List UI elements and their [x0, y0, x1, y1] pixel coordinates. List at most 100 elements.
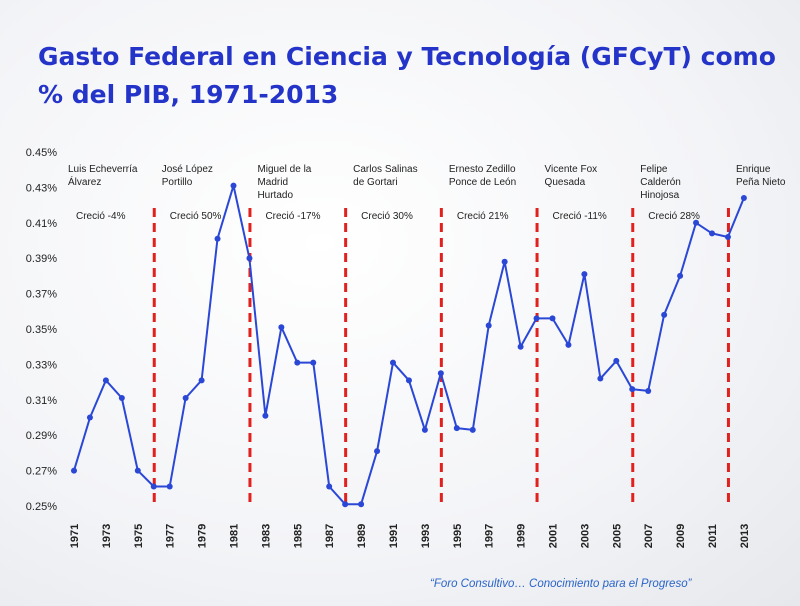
data-point [501, 258, 508, 265]
data-point [597, 375, 604, 382]
y-tick-label: 0.31% [26, 395, 57, 407]
y-tick-label: 0.43% [26, 182, 57, 194]
data-point [693, 219, 700, 226]
period-growth-label: Creció -17% [265, 211, 320, 222]
x-tick-label: 1973 [101, 524, 113, 548]
data-point [549, 315, 556, 322]
y-tick-label: 0.33% [26, 359, 57, 371]
period-name-label: Ponce de León [449, 177, 516, 188]
series-line [73, 184, 745, 506]
data-point [677, 272, 684, 279]
data-point [214, 235, 221, 242]
x-tick-label: 1985 [292, 524, 304, 548]
x-tick-label: 1981 [229, 524, 241, 548]
period-name-label: Portillo [162, 177, 193, 188]
data-point [166, 483, 173, 490]
data-point [358, 501, 365, 508]
data-point [118, 395, 125, 402]
period-name-label: Vicente Fox [545, 164, 598, 175]
data-point [262, 412, 269, 419]
data-point [71, 467, 77, 474]
y-tick-label: 0.27% [26, 466, 57, 478]
data-point [613, 357, 620, 364]
chart-title: Gasto Federal en Ciencia y Tecnología (G… [38, 38, 778, 114]
period-name-label: Calderón [640, 177, 681, 188]
x-tick-label: 1997 [484, 524, 496, 548]
period-growth-label: Creció 21% [457, 211, 509, 222]
y-tick-label: 0.39% [26, 253, 57, 265]
data-point [230, 182, 237, 189]
data-point [469, 426, 476, 433]
data-point [390, 359, 396, 366]
period-name-label: Hurtado [257, 190, 293, 201]
x-tick-label: 1987 [324, 524, 336, 548]
data-point [405, 377, 412, 384]
y-tick-label: 0.41% [26, 218, 57, 230]
data-point [565, 341, 572, 348]
x-tick-label: 1999 [516, 524, 528, 548]
x-tick-label: 2003 [579, 524, 591, 548]
data-point [198, 377, 205, 384]
x-tick-label: 1989 [356, 524, 368, 548]
y-tick-label: 0.45% [26, 147, 57, 159]
period-growth-label: Creció 50% [170, 211, 222, 222]
chart-title-line-2: % del PIB, 1971-2013 [38, 80, 339, 109]
data-point [740, 195, 747, 202]
data-point [485, 322, 492, 329]
data-point [581, 271, 588, 278]
data-point [102, 377, 109, 384]
data-point [134, 467, 141, 474]
data-point [374, 448, 381, 455]
x-tick-label: 2001 [548, 524, 560, 548]
data-point [294, 359, 301, 366]
period-name-label: José López [162, 164, 213, 175]
period-name-label: Quesada [545, 177, 586, 188]
x-tick-label: 2007 [643, 524, 655, 548]
data-point [86, 414, 93, 421]
x-tick-label: 2013 [739, 524, 751, 548]
x-tick-label: 1977 [165, 524, 177, 548]
period-growth-label: Creció -4% [76, 211, 126, 222]
data-point [278, 324, 285, 331]
data-point [724, 233, 731, 240]
x-tick-label: 1991 [388, 524, 400, 548]
period-name-label: Álvarez [68, 175, 101, 188]
data-point [533, 315, 540, 322]
y-tick-label: 0.37% [26, 289, 57, 301]
x-tick-label: 1983 [260, 524, 272, 548]
period-name-label: Ernesto Zedillo [449, 164, 516, 175]
data-point [661, 311, 668, 318]
x-tick-label: 2011 [707, 524, 719, 548]
x-tick-label: 1993 [420, 524, 432, 548]
x-tick-label: 1995 [452, 524, 464, 548]
period-growth-label: Creció -11% [553, 211, 607, 222]
period-name-label: Miguel de la [257, 164, 311, 175]
x-tick-label: 2005 [611, 524, 623, 548]
y-tick-label: 0.29% [26, 430, 57, 442]
x-tick-label: 1979 [197, 524, 209, 548]
data-point [629, 386, 636, 393]
data-point [421, 426, 428, 433]
data-point [182, 395, 189, 402]
chart-title-line-1: Gasto Federal en Ciencia y Tecnología (G… [38, 42, 776, 71]
x-tick-label: 1971 [69, 524, 81, 548]
period-growth-label: Creció 28% [648, 211, 700, 222]
footer-quote: “Foro Consultivo… Conocimiento para el P… [430, 578, 692, 590]
x-tick-label: 2009 [675, 524, 687, 548]
x-tick-label: 1975 [133, 524, 145, 548]
data-point [437, 370, 444, 377]
period-name-label: Madrid [257, 177, 288, 188]
y-tick-label: 0.25% [26, 501, 57, 513]
y-tick-label: 0.35% [26, 324, 57, 336]
data-point [326, 483, 333, 490]
data-point [709, 230, 715, 237]
period-name-label: Felipe [640, 164, 668, 175]
data-point [342, 501, 349, 508]
period-name-label: Hinojosa [640, 190, 679, 201]
period-growth-label: Creció 30% [361, 211, 413, 222]
period-name-label: Carlos Salinas [353, 164, 417, 175]
data-point [310, 359, 317, 366]
data-point [246, 255, 253, 262]
